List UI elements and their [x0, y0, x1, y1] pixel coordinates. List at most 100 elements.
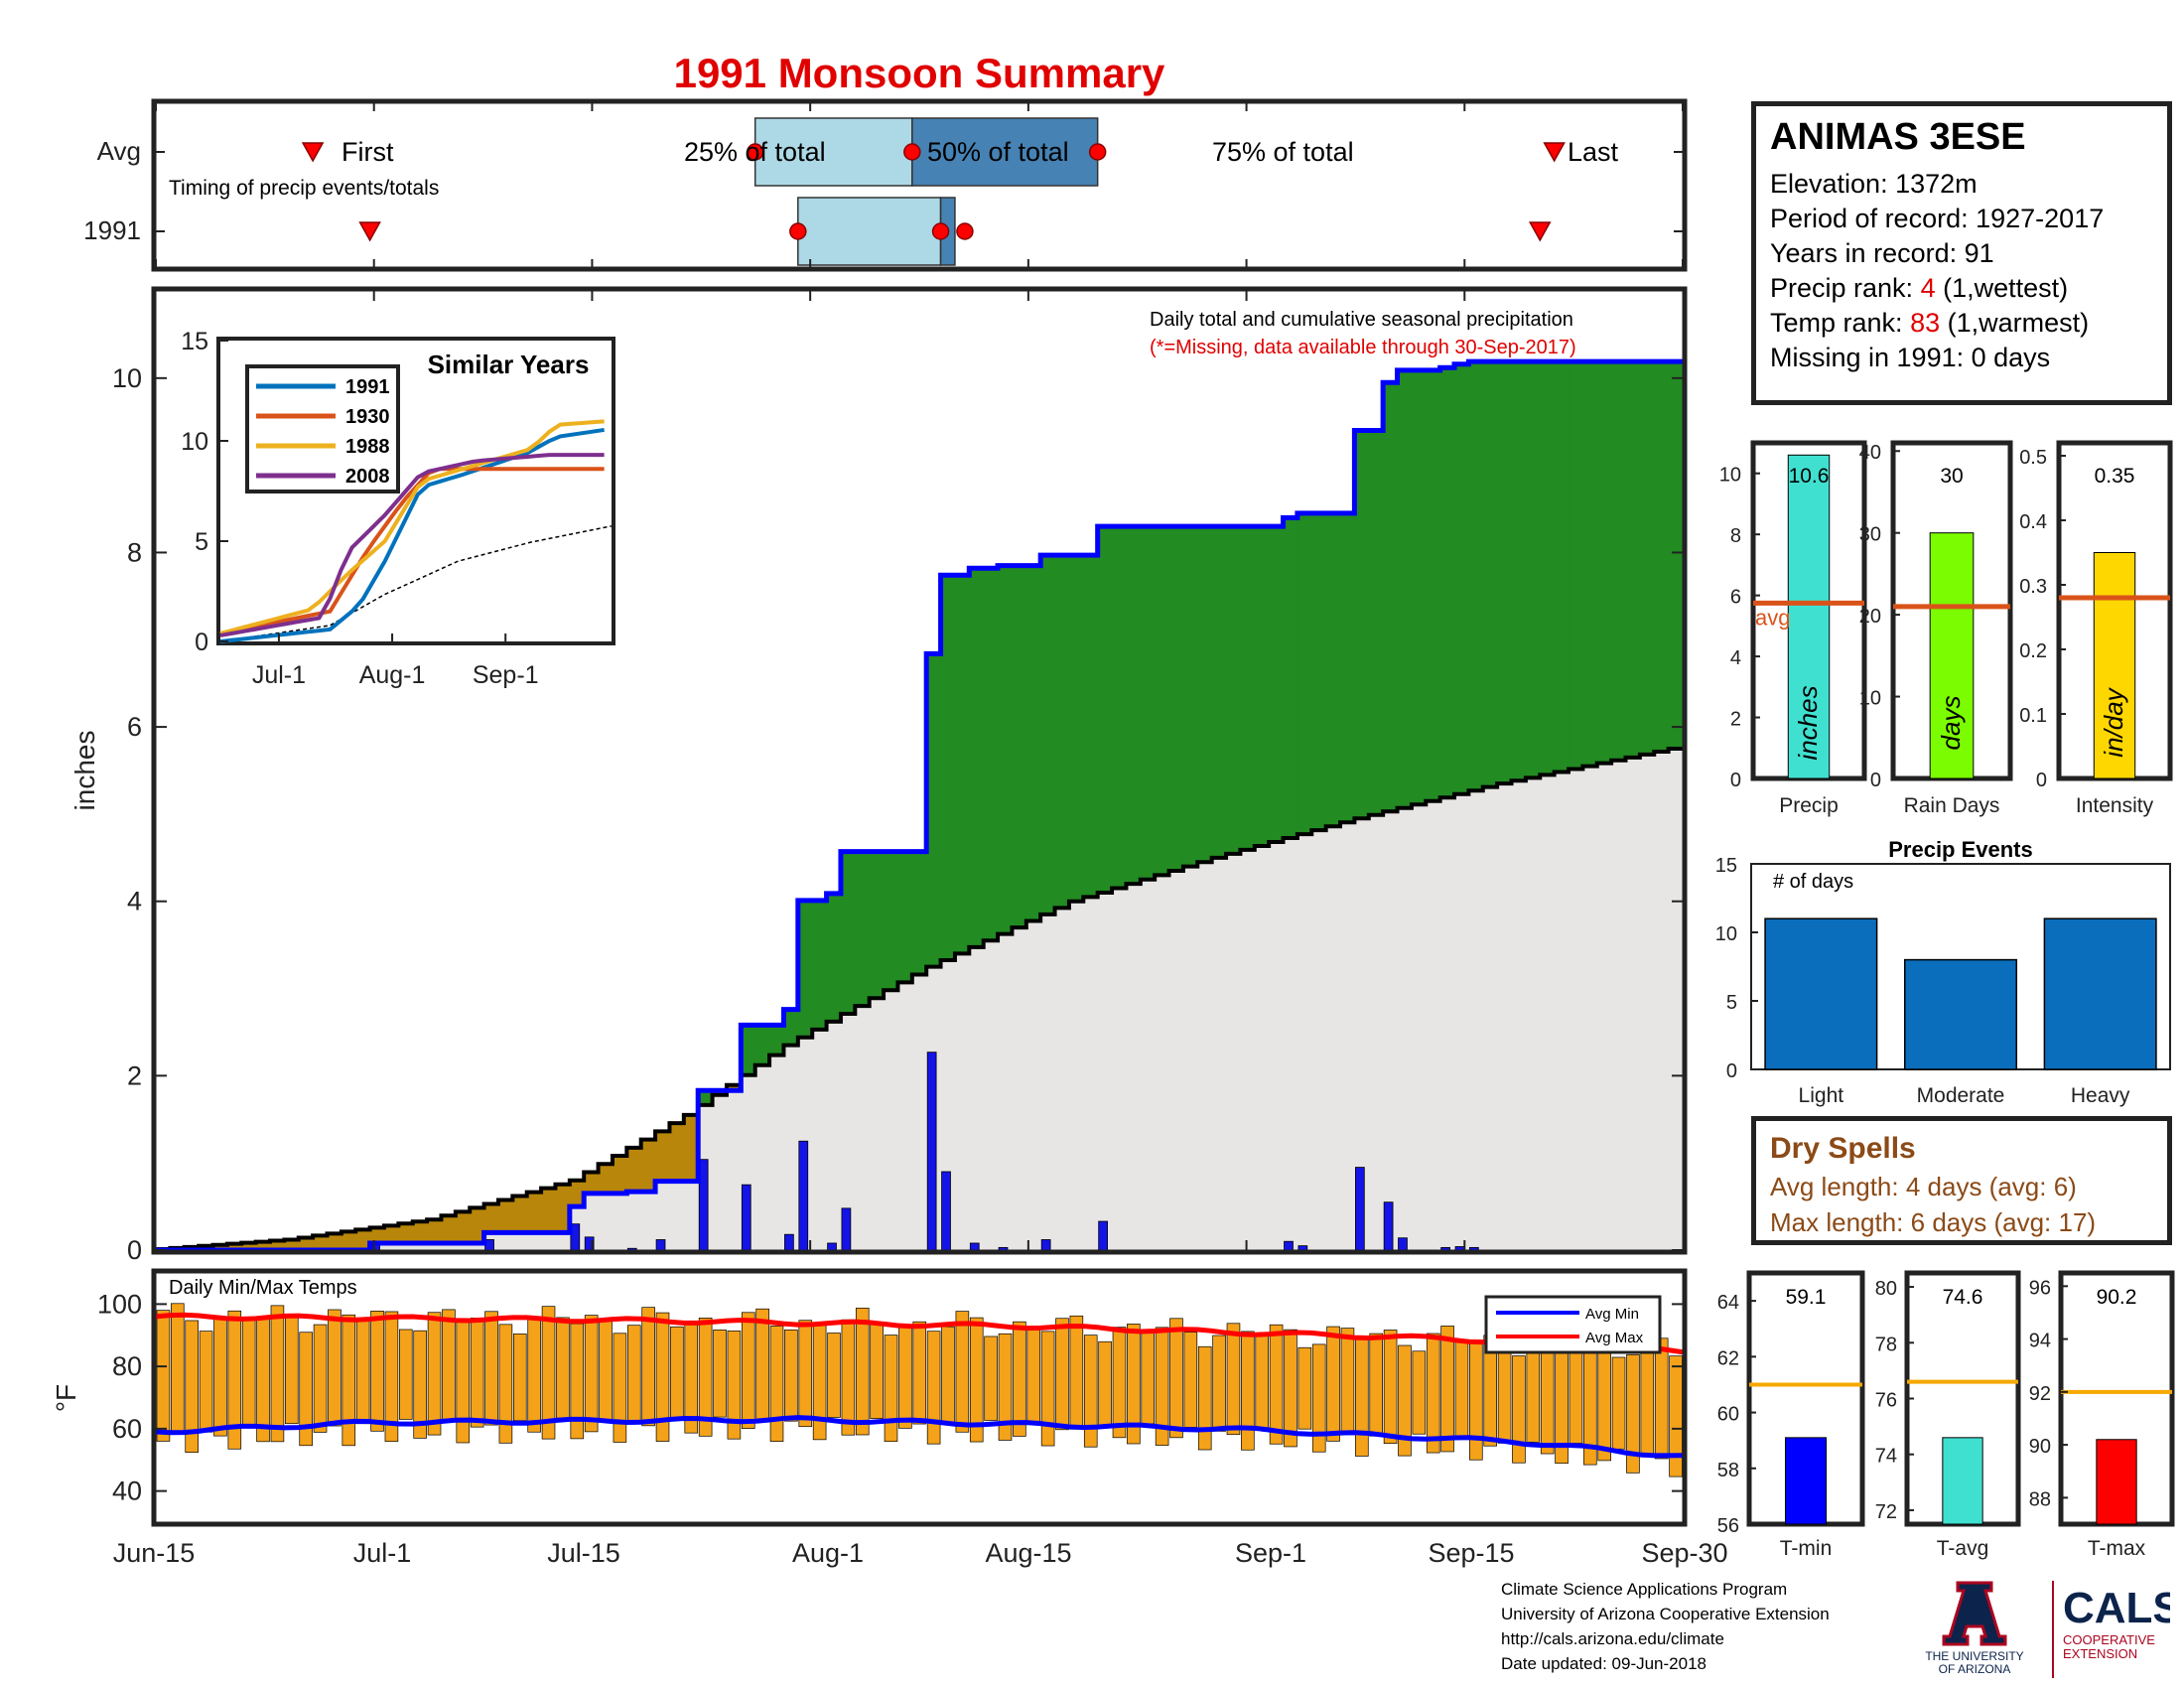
below-avg-fill [369, 1227, 385, 1243]
below-avg-fill [669, 1123, 685, 1182]
daily-temp-bar [527, 1318, 541, 1433]
daily-temp-bar [399, 1329, 413, 1420]
precip-event-label-Light: Light [1799, 1084, 1844, 1107]
daily-precip-bar [655, 1239, 666, 1251]
temp-rank-suffix: (1,warmest) [1940, 308, 2090, 338]
x-axis-labels: Jun-15 Jul-1 Jul-15 Aug-1 Aug-15 Sep-1 Sep-15 S… [113, 1538, 1728, 1568]
below-avg-fill [284, 1239, 300, 1250]
above-avg-fill [1283, 517, 1298, 839]
x-tick-label: Sep-1 [1235, 1538, 1306, 1568]
daily-temp-bar [599, 1319, 613, 1421]
inset-xtick-label: Jul-1 [252, 661, 306, 689]
daily-precip-bar [941, 1171, 951, 1251]
above-avg-fill [1054, 555, 1070, 909]
daily-temp-bar [456, 1321, 471, 1444]
inset-legend-label-1991: 1991 [345, 376, 390, 398]
daily-temp-bar [1426, 1333, 1440, 1454]
daily-temp-bar [1212, 1335, 1226, 1432]
x-tick-label: Jul-1 [353, 1538, 412, 1568]
above-avg-fill [1126, 526, 1142, 885]
above-avg-fill [741, 1025, 756, 1075]
precip-event-label-Moderate: Moderate [1917, 1084, 2005, 1107]
main-y-ticks: 0 2 4 6 8 10 [112, 291, 1683, 1265]
below-avg-fill [255, 1241, 271, 1250]
x-tick-label: Jul-15 [547, 1538, 620, 1568]
daily-temp-bar [1055, 1318, 1069, 1431]
daily-temp-bar [1013, 1321, 1026, 1437]
stat-name-label-Precip: Precip [1779, 794, 1839, 817]
footer-line-3[interactable]: http://cals.arizona.edu/climate [1501, 1629, 1724, 1648]
above-avg-fill [1540, 361, 1556, 775]
daily-precip-bar [1383, 1201, 1394, 1251]
above-avg-fill [998, 565, 1014, 934]
daily-precip-bar [1454, 1246, 1465, 1251]
above-avg-fill [1468, 361, 1484, 791]
ua-logo-line-1: THE UNIVERSITY [1925, 1649, 2023, 1663]
ua-a-mark-icon [1942, 1581, 2007, 1646]
daily-temp-bar [941, 1326, 955, 1424]
above-avg-fill [911, 851, 927, 975]
daily-temp-bar [1326, 1326, 1340, 1442]
stat-value-label-Precip: 10.6 [1789, 465, 1830, 488]
daily-temp-bar [841, 1319, 856, 1436]
daily-temp-bar [1026, 1327, 1041, 1424]
daily-temp-bar [1340, 1328, 1355, 1436]
temp-bar-T-max [2096, 1439, 2137, 1525]
inset-legend-label-1930: 1930 [345, 406, 390, 428]
daily-precip-bar [841, 1207, 852, 1251]
daily-temp-bar [1597, 1343, 1611, 1462]
above-avg-fill [1596, 361, 1612, 764]
above-avg-fill [1482, 361, 1498, 787]
below-avg-fill [483, 1203, 499, 1233]
temp-ytick-label: 88 [2029, 1488, 2051, 1510]
stat-ytick-label: 6 [1730, 587, 1741, 609]
daily-temp-bar [1197, 1345, 1212, 1451]
precip-events-title: Precip Events [1888, 837, 2033, 862]
above-avg-fill [769, 1025, 785, 1055]
above-avg-fill [1497, 361, 1513, 784]
below-avg-fill [212, 1244, 228, 1250]
inset-series-line-1988 [219, 419, 605, 635]
precip-event-bar-Light [1764, 917, 1878, 1070]
above-avg-fill [1340, 512, 1356, 823]
daily-temp-bar [1155, 1327, 1169, 1446]
daily-temp-bar [884, 1335, 898, 1443]
below-avg-fill [497, 1199, 513, 1233]
temp-value-label-T-max: 90.2 [2097, 1286, 2137, 1309]
first-label: First [341, 137, 394, 167]
above-avg-fill [1168, 526, 1184, 871]
above-avg-fill [1411, 369, 1427, 805]
daily-temp-bar [213, 1317, 227, 1437]
above-avg-fill [797, 900, 813, 1038]
precip-rank-suffix: (1,wettest) [1935, 273, 2069, 303]
daily-temp-bar [285, 1315, 299, 1425]
above-avg-fill [1439, 367, 1455, 798]
temps-y-axis-label: °F [51, 1384, 81, 1412]
daily-temp-bar [1398, 1344, 1412, 1457]
above-avg-fill [754, 1025, 770, 1065]
above-avg-fill [1269, 526, 1285, 843]
y1991-first-marker [358, 221, 381, 242]
timing-marks [155, 103, 1684, 267]
daily-temp-bar [1654, 1337, 1669, 1460]
daily-temp-bar [256, 1316, 270, 1443]
below-avg-fill [241, 1242, 257, 1250]
below-avg-fill [626, 1147, 642, 1193]
below-avg-fill [269, 1240, 285, 1250]
daily-temp-bar [1169, 1318, 1183, 1439]
dry-spells-max-length: Max length: 6 days (avg: 17) [1770, 1207, 2097, 1237]
inset-ytick-label: 0 [195, 629, 208, 656]
daily-temp-bar [498, 1324, 513, 1444]
temps-ytick-label: 80 [112, 1351, 142, 1381]
temps-y-ticks: 40 60 80 100 [97, 1289, 1683, 1506]
above-avg-fill [1525, 361, 1541, 778]
elevation: Elevation: 1372m [1770, 169, 1978, 199]
daily-temp-bar [698, 1318, 713, 1437]
daily-temp-bar [1127, 1324, 1141, 1445]
daily-temp-bar [626, 1325, 641, 1425]
footer-line-2: University of Arizona Cooperative Extens… [1501, 1605, 1830, 1623]
daily-temp-bar [1269, 1324, 1284, 1445]
above-avg-fill [1611, 361, 1627, 761]
stat-value-label-Intensity: 0.35 [2095, 465, 2135, 488]
daily-temp-bar [1069, 1315, 1084, 1430]
